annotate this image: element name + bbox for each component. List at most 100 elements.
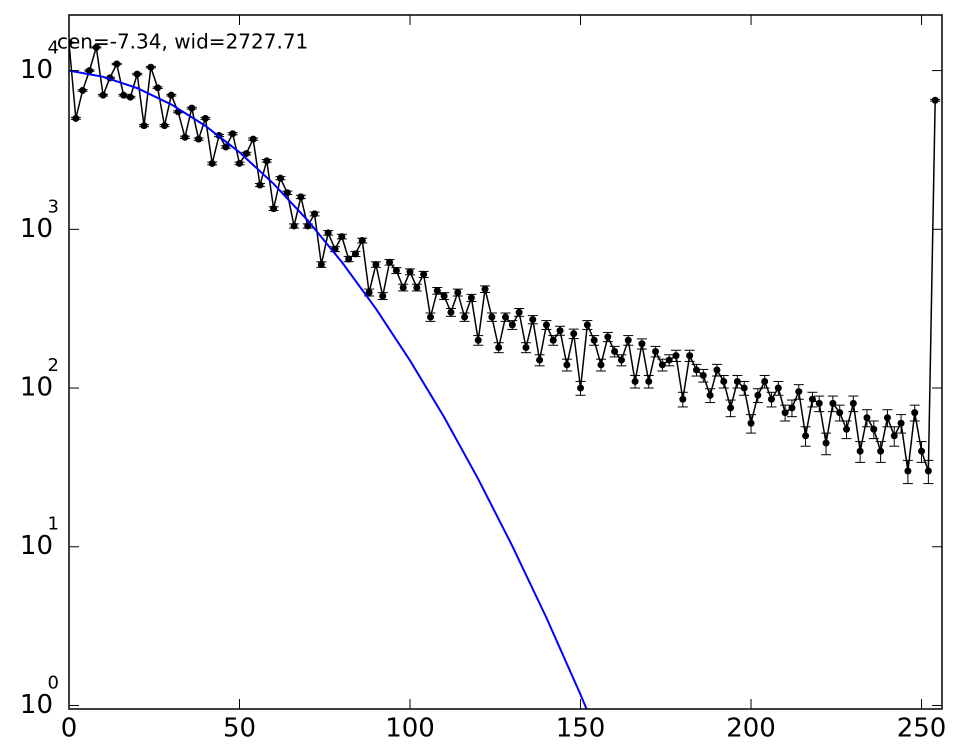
data-point [85, 67, 93, 75]
data-point [849, 399, 857, 407]
data-point [406, 268, 414, 276]
data-point [515, 308, 523, 316]
data-point [345, 255, 353, 263]
y-tick-exponent: 3 [48, 196, 59, 217]
data-point [304, 222, 312, 230]
data-point [426, 313, 434, 321]
data-point [836, 409, 844, 417]
data-point [679, 395, 687, 403]
data-point [611, 347, 619, 355]
data-point [386, 258, 394, 266]
data-point [195, 135, 203, 143]
data-point [69, 39, 73, 47]
data-point [577, 384, 585, 392]
data-point [645, 377, 653, 385]
data-point [774, 384, 782, 392]
data-point [761, 377, 769, 385]
data-point [781, 409, 789, 417]
data-point [290, 222, 298, 230]
data-point [658, 361, 666, 369]
data-point [167, 91, 175, 99]
data-point [563, 361, 571, 369]
data-point [440, 292, 448, 300]
data-point [883, 414, 891, 422]
data-point [856, 447, 864, 455]
data-point [692, 366, 700, 374]
data-point [556, 327, 564, 335]
data-point [822, 439, 830, 447]
data-point [617, 356, 625, 364]
data-point [536, 356, 544, 364]
data-point [372, 261, 380, 269]
data-point [270, 205, 278, 213]
data-point [113, 60, 121, 68]
data-point [297, 193, 305, 201]
data-point [72, 114, 80, 122]
data-point [79, 86, 87, 94]
data-point [706, 391, 714, 399]
data-point [713, 366, 721, 374]
data-point [242, 150, 250, 158]
data-point [256, 181, 264, 189]
x-tick-label: 200 [726, 714, 776, 744]
data-point [815, 399, 823, 407]
data-point [583, 321, 591, 329]
data-point [767, 395, 775, 403]
fit-curve [69, 69, 588, 709]
data-point [399, 283, 407, 291]
data-point [208, 159, 216, 167]
data-point [160, 122, 168, 130]
data-point [802, 432, 810, 440]
data-point [317, 261, 325, 269]
y-tick-label: 10 [20, 690, 53, 720]
data-point [92, 43, 100, 51]
data-point [99, 91, 107, 99]
data-point [747, 419, 755, 427]
data-point [120, 91, 128, 99]
data-point [522, 344, 530, 352]
data-point [263, 157, 271, 165]
data-point [843, 425, 851, 433]
data-point [740, 384, 748, 392]
data-point [133, 70, 141, 78]
data-point [897, 419, 905, 427]
data-point [597, 361, 605, 369]
y-tick-exponent: 4 [48, 38, 59, 59]
data-point [863, 414, 871, 422]
data-point [454, 288, 462, 296]
annotation: cen=-7.34, wid=2727.71 [57, 30, 308, 54]
data-point [508, 321, 516, 329]
data-point [918, 447, 926, 455]
y-tick-label: 10 [20, 214, 53, 244]
data-point [624, 336, 632, 344]
data-point [652, 347, 660, 355]
data-point [126, 93, 134, 101]
data-point [877, 447, 885, 455]
y-tick-label: 10 [20, 373, 53, 403]
data-point [808, 395, 816, 403]
data-point [413, 283, 421, 291]
data-point [311, 210, 319, 218]
data-point [686, 352, 694, 360]
data-point [931, 96, 939, 104]
data-point [379, 292, 387, 300]
data-point [474, 336, 482, 344]
x-tick-label: 0 [61, 714, 78, 744]
data-point [631, 377, 639, 385]
data-point [140, 122, 148, 130]
data-point [604, 333, 612, 341]
data-point [201, 114, 209, 122]
data-point [870, 425, 878, 433]
data-point [365, 288, 373, 296]
data-point [549, 336, 557, 344]
data-point [672, 352, 680, 360]
data-point [283, 189, 291, 197]
data-point [188, 104, 196, 112]
data-point [829, 399, 837, 407]
data-point [236, 159, 244, 167]
data-point [570, 330, 578, 338]
data-point [904, 467, 912, 475]
data-point [495, 344, 503, 352]
plot-frame [68, 14, 943, 710]
data-point [720, 377, 728, 385]
